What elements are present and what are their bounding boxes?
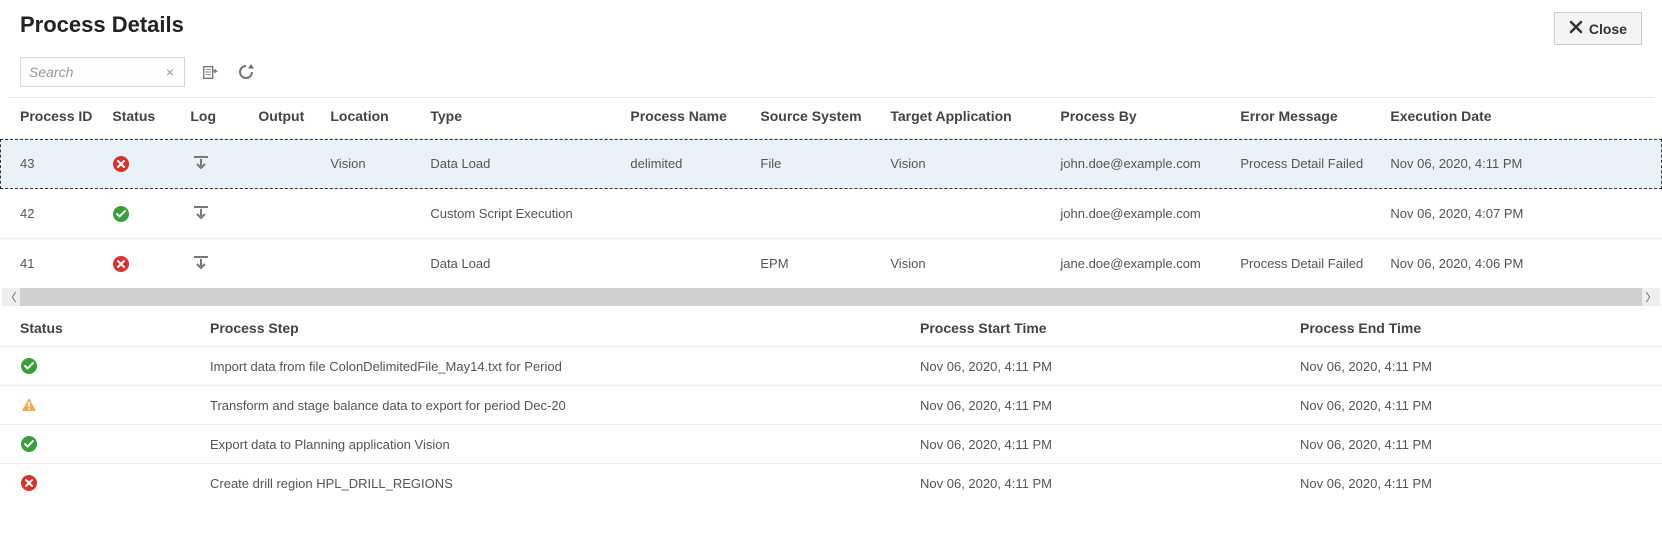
download-log-icon[interactable]: [190, 153, 212, 171]
cell-location: [320, 239, 420, 289]
page-title: Process Details: [20, 12, 184, 38]
cell-source-system: [750, 189, 880, 239]
cell-output: [248, 139, 320, 189]
cell-target-application: [880, 189, 1050, 239]
cell-type: Data Load: [420, 239, 620, 289]
scroll-right-icon[interactable]: 〉: [1642, 288, 1660, 306]
error-status-icon: [20, 474, 38, 492]
cell-process-step: Export data to Planning application Visi…: [200, 425, 910, 464]
search-clear-icon[interactable]: ×: [164, 64, 176, 80]
col-header-type[interactable]: Type: [420, 98, 620, 139]
cell-process-name: [620, 189, 750, 239]
col-header-process-step[interactable]: Process Step: [200, 310, 910, 347]
cell-process-id: 41: [0, 239, 102, 289]
search-field-wrap: ×: [20, 57, 185, 87]
cell-process-step: Import data from file ColonDelimitedFile…: [200, 347, 910, 386]
cell-step-status: [0, 347, 200, 386]
cell-source-system: EPM: [750, 239, 880, 289]
cell-start-time: Nov 06, 2020, 4:11 PM: [910, 464, 1290, 503]
table-row[interactable]: Create drill region HPL_DRILL_REGIONS No…: [0, 464, 1662, 503]
search-input[interactable]: [29, 64, 164, 80]
cell-log: [180, 239, 248, 289]
process-step-table: Status Process Step Process Start Time P…: [0, 310, 1662, 502]
cell-status: [102, 139, 180, 189]
cell-location: Vision: [320, 139, 420, 189]
cell-process-id: 42: [0, 189, 102, 239]
horizontal-scrollbar[interactable]: 〈 〉: [2, 288, 1660, 306]
close-button[interactable]: Close: [1554, 12, 1642, 45]
col-header-location[interactable]: Location: [320, 98, 420, 139]
cell-process-step: Create drill region HPL_DRILL_REGIONS: [200, 464, 910, 503]
col-header-output[interactable]: Output: [248, 98, 320, 139]
col-header-process-id[interactable]: Process ID: [0, 98, 102, 139]
cell-type: Data Load: [420, 139, 620, 189]
cell-end-time: Nov 06, 2020, 4:11 PM: [1290, 425, 1662, 464]
cell-source-system: File: [750, 139, 880, 189]
table-row[interactable]: 42 Custom Script Execution john.doe@exam…: [0, 189, 1662, 239]
col-header-step-status[interactable]: Status: [0, 310, 200, 347]
scroll-left-icon[interactable]: 〈: [2, 288, 20, 306]
download-log-icon[interactable]: [190, 203, 212, 221]
cell-error-message: Process Detail Failed: [1230, 239, 1380, 289]
cell-type: Custom Script Execution: [420, 189, 620, 239]
cell-error-message: [1230, 189, 1380, 239]
cell-end-time: Nov 06, 2020, 4:11 PM: [1290, 464, 1662, 503]
col-header-source-system[interactable]: Source System: [750, 98, 880, 139]
cell-output: [248, 189, 320, 239]
table-row[interactable]: Transform and stage balance data to expo…: [0, 386, 1662, 425]
error-status-icon: [112, 155, 130, 173]
cell-location: [320, 189, 420, 239]
col-header-status[interactable]: Status: [102, 98, 180, 139]
process-table: Process ID Status Log Output Location Ty…: [0, 98, 1662, 288]
cell-target-application: Vision: [880, 239, 1050, 289]
cell-end-time: Nov 06, 2020, 4:11 PM: [1290, 386, 1662, 425]
col-header-error-message[interactable]: Error Message: [1230, 98, 1380, 139]
cell-process-name: delimited: [620, 139, 750, 189]
cell-step-status: [0, 425, 200, 464]
cell-error-message: Process Detail Failed: [1230, 139, 1380, 189]
warning-status-icon: [20, 396, 38, 414]
col-header-process-by[interactable]: Process By: [1050, 98, 1230, 139]
download-log-icon[interactable]: [190, 253, 212, 271]
table-row[interactable]: 43 Vision Data Load delimited File Visio…: [0, 139, 1662, 189]
cell-step-status: [0, 386, 200, 425]
cell-execution-date: Nov 06, 2020, 4:06 PM: [1380, 239, 1662, 289]
cell-process-by: john.doe@example.com: [1050, 139, 1230, 189]
col-header-target-application[interactable]: Target Application: [880, 98, 1050, 139]
cell-execution-date: Nov 06, 2020, 4:11 PM: [1380, 139, 1662, 189]
success-status-icon: [112, 205, 130, 223]
success-status-icon: [20, 357, 38, 375]
cell-execution-date: Nov 06, 2020, 4:07 PM: [1380, 189, 1662, 239]
col-header-end-time[interactable]: Process End Time: [1290, 310, 1662, 347]
table-row[interactable]: 41 Data Load EPM Vision jane.doe@example…: [0, 239, 1662, 289]
cell-start-time: Nov 06, 2020, 4:11 PM: [910, 386, 1290, 425]
cell-process-id: 43: [0, 139, 102, 189]
cell-step-status: [0, 464, 200, 503]
cell-target-application: Vision: [880, 139, 1050, 189]
cell-status: [102, 189, 180, 239]
refresh-icon[interactable]: [235, 61, 257, 83]
cell-end-time: Nov 06, 2020, 4:11 PM: [1290, 347, 1662, 386]
cell-process-by: jane.doe@example.com: [1050, 239, 1230, 289]
cell-process-by: john.doe@example.com: [1050, 189, 1230, 239]
close-button-label: Close: [1589, 21, 1627, 37]
col-header-log[interactable]: Log: [180, 98, 248, 139]
table-row[interactable]: Import data from file ColonDelimitedFile…: [0, 347, 1662, 386]
cell-start-time: Nov 06, 2020, 4:11 PM: [910, 425, 1290, 464]
col-header-process-name[interactable]: Process Name: [620, 98, 750, 139]
cell-start-time: Nov 06, 2020, 4:11 PM: [910, 347, 1290, 386]
cell-process-name: [620, 239, 750, 289]
cell-process-step: Transform and stage balance data to expo…: [200, 386, 910, 425]
cell-output: [248, 239, 320, 289]
close-icon: [1569, 20, 1583, 37]
export-icon[interactable]: [199, 61, 221, 83]
cell-log: [180, 139, 248, 189]
col-header-start-time[interactable]: Process Start Time: [910, 310, 1290, 347]
cell-log: [180, 189, 248, 239]
col-header-execution-date[interactable]: Execution Date: [1380, 98, 1662, 139]
error-status-icon: [112, 255, 130, 273]
success-status-icon: [20, 435, 38, 453]
cell-status: [102, 239, 180, 289]
table-row[interactable]: Export data to Planning application Visi…: [0, 425, 1662, 464]
